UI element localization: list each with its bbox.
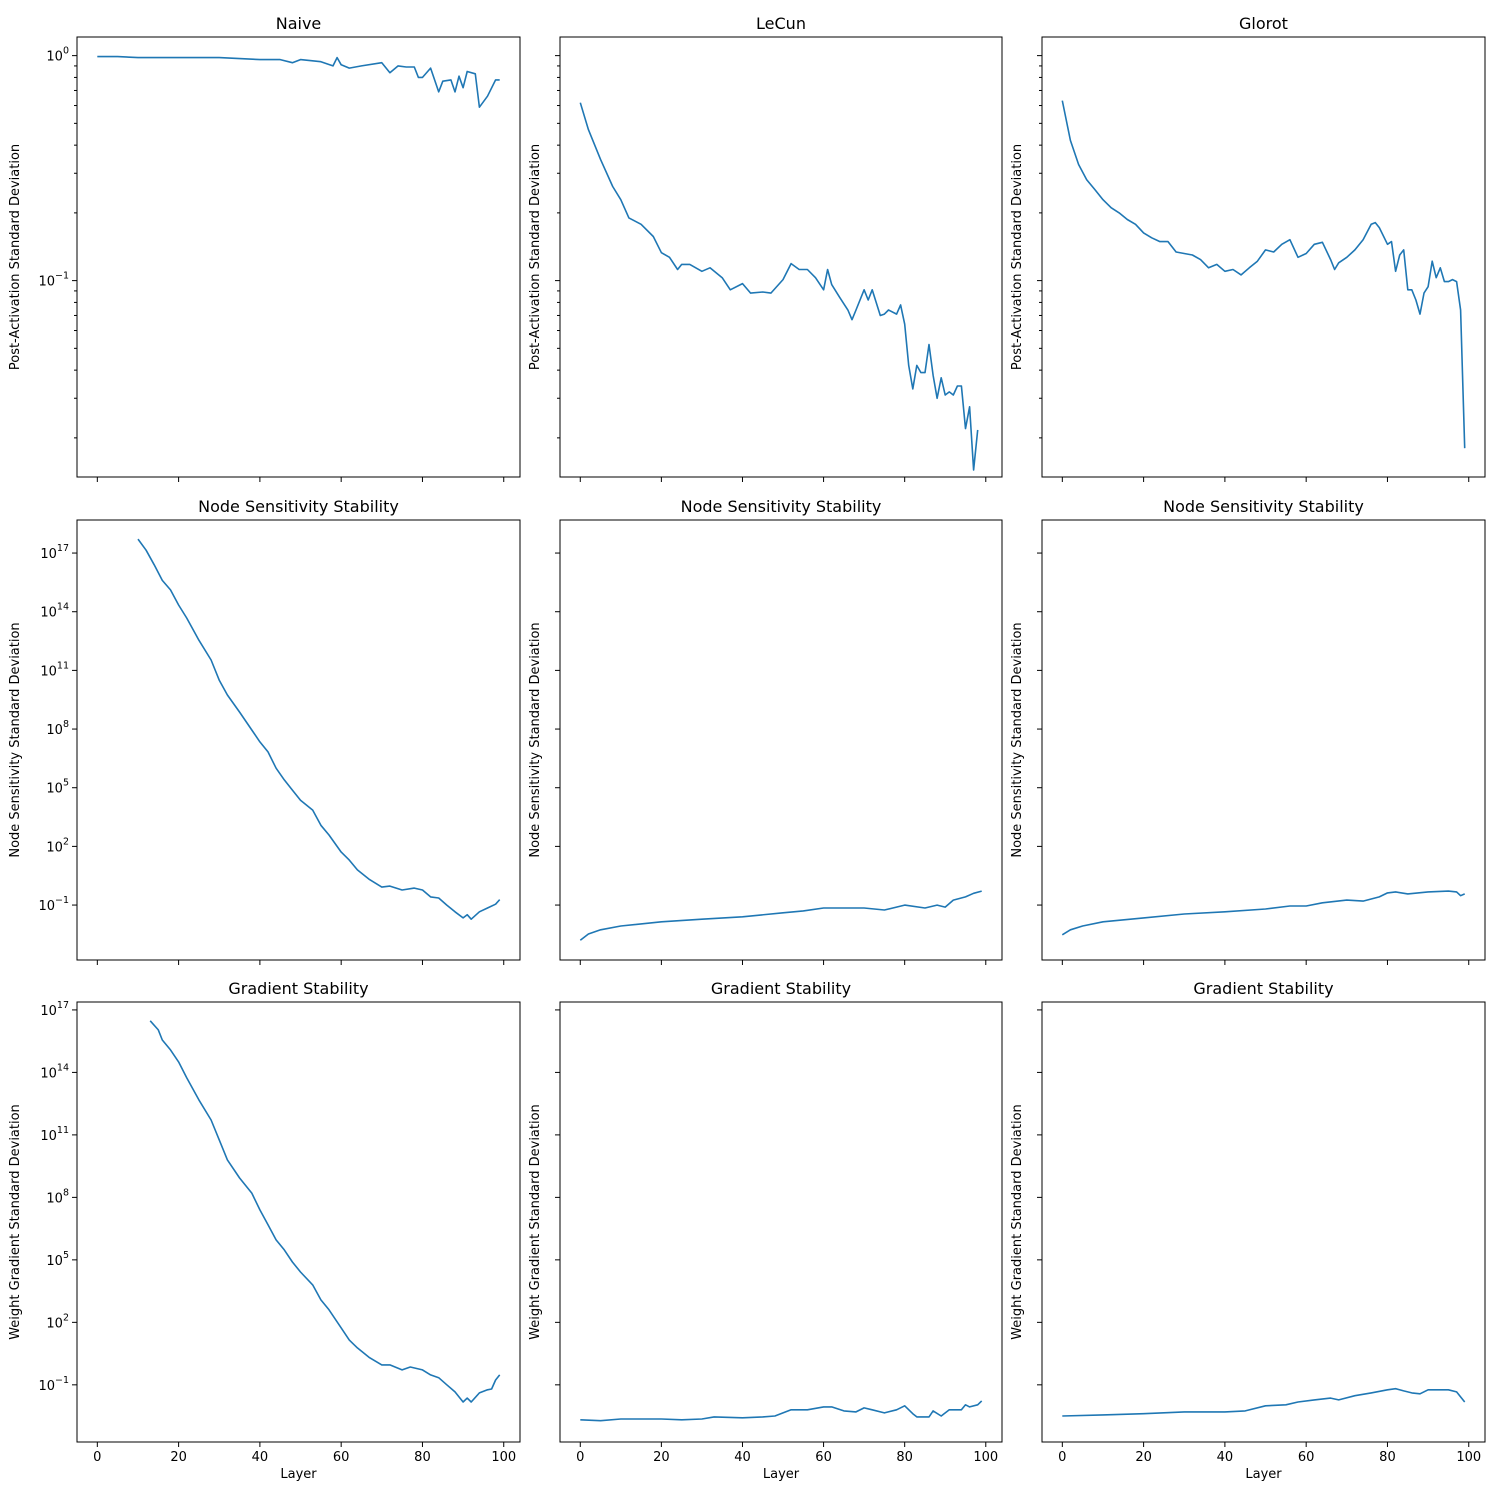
series-line — [1061, 100, 1466, 449]
axes-frame — [1041, 519, 1486, 961]
y-axis-label: Node Sensitivity Standard Deviation — [1010, 622, 1025, 857]
y-axis-label: Post-Activation Standard Deviation — [528, 144, 543, 370]
subplot-5: Node Sensitivity Stability Node Sensitivi… — [528, 497, 1003, 965]
x-tick-label: 60 — [333, 1450, 350, 1465]
x-tick-label: 20 — [170, 1450, 187, 1465]
y-axis-label: Weight Gradient Standard Deviation — [1010, 1104, 1025, 1340]
y-axis-label: Weight Gradient Standard Deviation — [8, 1104, 23, 1340]
x-tick-label: 40 — [1217, 1450, 1234, 1465]
subplot-4: 10−1 102 105 108 1011 1014 1017 Node Sensitivit… — [8, 497, 521, 965]
subplot-2: LeCun Post-Activation Standard Deviation — [528, 14, 1003, 482]
y-axis-label: Node Sensitivity Standard Deviation — [528, 622, 543, 857]
y-tick-label: 1017 — [40, 543, 69, 562]
series-line — [137, 538, 501, 920]
axes-frame — [76, 519, 521, 961]
series-line — [1062, 1387, 1466, 1417]
x-tick-label: 20 — [653, 1450, 670, 1465]
x-tick-label: 0 — [1058, 1450, 1066, 1465]
x-tick-label: 40 — [734, 1450, 751, 1465]
subplot-title: Naive — [276, 14, 322, 33]
axes-frame — [76, 1001, 521, 1443]
y-tick-label: 1014 — [40, 1062, 69, 1081]
x-axis-label: Layer — [1245, 1467, 1282, 1482]
y-tick-label: 1011 — [40, 660, 69, 679]
subplot-title: Gradient Stability — [228, 979, 368, 998]
y-tick-label: 102 — [46, 1312, 69, 1331]
axes-frame — [559, 1001, 1003, 1443]
series-line — [579, 890, 982, 941]
x-tick-label: 20 — [1135, 1450, 1152, 1465]
x-tick-label: 40 — [252, 1450, 269, 1465]
series-line — [579, 102, 979, 471]
subplot-title: Node Sensitivity Stability — [681, 497, 882, 516]
x-tick-label: 0 — [93, 1450, 101, 1465]
y-axis-label: Post-Activation Standard Deviation — [1010, 144, 1025, 370]
y-axis-label: Weight Gradient Standard Deviation — [528, 1104, 543, 1340]
x-tick-label: 100 — [1456, 1450, 1481, 1465]
x-tick-label: 80 — [414, 1450, 431, 1465]
y-tick-label: 10−1 — [38, 895, 69, 914]
axes-frame — [559, 36, 1003, 478]
x-tick-label: 60 — [815, 1450, 832, 1465]
axes-frame — [1041, 1001, 1486, 1443]
x-tick-label: 60 — [1298, 1450, 1315, 1465]
subplot-8: 0 20 40 60 80 100 Gradient Stability Weight Gra… — [528, 979, 1003, 1482]
subplot-6: Node Sensitivity Stability Node Sensitivi… — [1010, 497, 1486, 965]
y-tick-label: 1014 — [40, 602, 69, 621]
subplot-title: Glorot — [1239, 14, 1288, 33]
axes-frame — [559, 519, 1003, 961]
x-tick-label: 0 — [576, 1450, 584, 1465]
series-line — [580, 1400, 983, 1422]
y-tick-label: 105 — [46, 778, 69, 797]
subplot-1: 100 10−1 Naive Post-Activation Standard Dev… — [8, 14, 521, 482]
x-axis-label: Layer — [763, 1467, 800, 1482]
y-tick-label: 10−1 — [38, 1375, 69, 1394]
y-tick-label: 100 — [46, 46, 69, 65]
subplot-title: Gradient Stability — [1193, 979, 1333, 998]
y-tick-label: 105 — [46, 1250, 69, 1269]
y-tick-label: 102 — [46, 836, 69, 855]
series-line — [1061, 890, 1466, 936]
x-tick-label: 100 — [973, 1450, 998, 1465]
subplot-9: 0 20 40 60 80 100 Gradient Stability Weight Gra… — [1010, 979, 1486, 1482]
subplot-title: LeCun — [756, 14, 806, 33]
subplot-title: Node Sensitivity Stability — [1163, 497, 1364, 516]
x-axis-label: Layer — [280, 1467, 317, 1482]
x-tick-label: 100 — [491, 1450, 516, 1465]
y-tick-label: 108 — [46, 719, 69, 738]
y-tick-label: 1017 — [40, 1000, 69, 1019]
axes-frame — [76, 36, 521, 478]
x-tick-label: 80 — [896, 1450, 913, 1465]
axes-frame — [1041, 36, 1486, 478]
x-tick-label: 80 — [1379, 1450, 1396, 1465]
subplot-7: 0 20 40 60 80 100 10−1 102 105 108 1011 1014 1017 Gra… — [8, 979, 521, 1482]
y-axis-label: Post-Activation Standard Deviation — [8, 144, 23, 370]
subplot-title: Node Sensitivity Stability — [198, 497, 399, 516]
y-axis-label: Node Sensitivity Standard Deviation — [8, 622, 23, 857]
series-line — [97, 55, 500, 108]
y-tick-label: 108 — [46, 1187, 69, 1206]
subplot-title: Gradient Stability — [711, 979, 851, 998]
series-line — [149, 1020, 501, 1403]
y-tick-label: 1011 — [40, 1125, 69, 1144]
subplot-3: Glorot Post-Activation Standard Deviation — [1010, 14, 1486, 482]
y-tick-label: 10−1 — [38, 271, 69, 290]
